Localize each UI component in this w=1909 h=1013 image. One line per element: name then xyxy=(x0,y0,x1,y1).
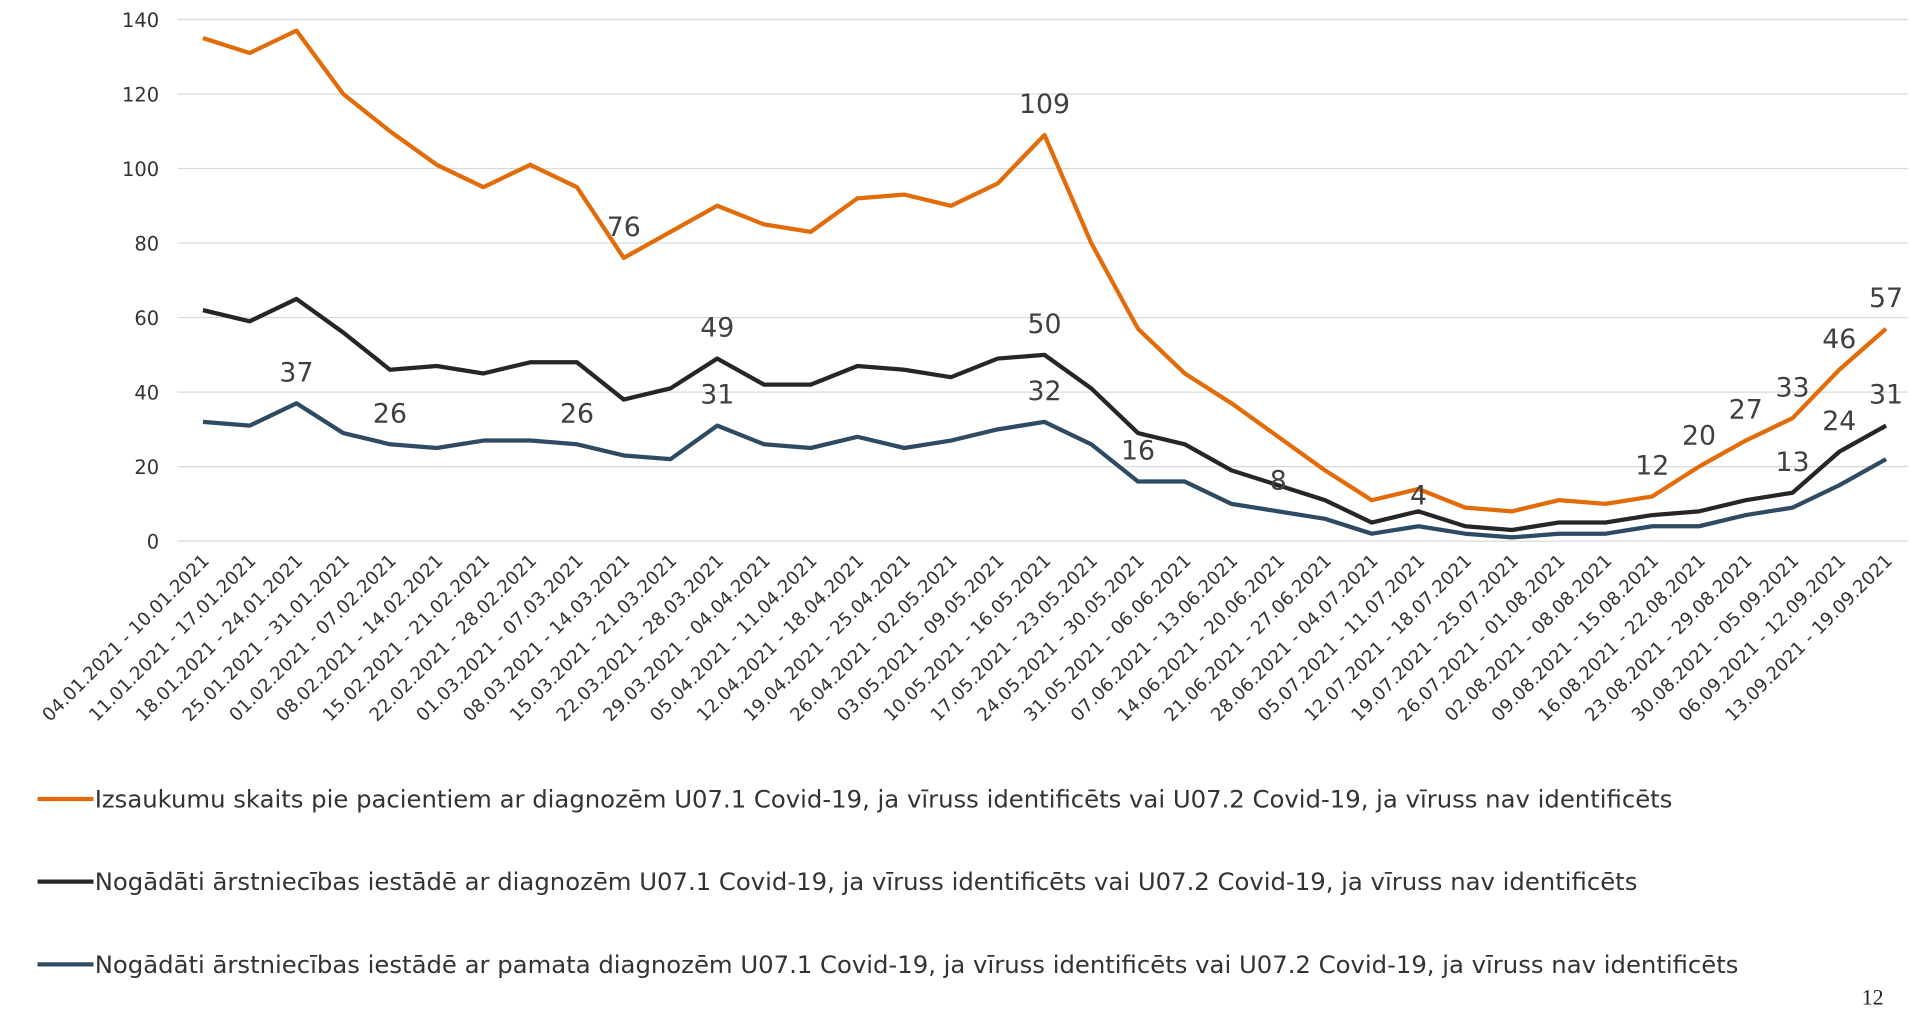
data-label: 49 xyxy=(700,313,734,344)
series-line xyxy=(202,296,1888,533)
data-label: 8 xyxy=(1270,465,1287,496)
y-tick-label: 100 xyxy=(122,158,159,181)
data-label: 31 xyxy=(1869,380,1903,411)
data-label: 27 xyxy=(1729,395,1763,426)
y-tick-label: 40 xyxy=(134,381,159,404)
data-label: 32 xyxy=(1027,376,1061,407)
legend-item: Nogādāti ārstniecības iestādē ar diagnoz… xyxy=(94,867,1638,897)
data-label: 57 xyxy=(1869,283,1903,314)
legend-label: Nogādāti ārstniecības iestādē ar diagnoz… xyxy=(94,867,1638,897)
data-label: 12 xyxy=(1635,451,1669,482)
data-label: 37 xyxy=(279,357,313,388)
data-label: 20 xyxy=(1682,421,1716,452)
data-label: 4 xyxy=(1410,480,1427,511)
series-line xyxy=(202,28,1888,514)
data-label: 26 xyxy=(373,398,407,429)
series-line xyxy=(202,401,1888,540)
data-label: 16 xyxy=(1121,436,1155,467)
y-tick-label: 20 xyxy=(134,456,159,479)
y-tick-label: 80 xyxy=(134,232,159,255)
legend-item: Izsaukumu skaits pie pacientiem ar diagn… xyxy=(94,784,1673,814)
data-label: 76 xyxy=(607,212,641,243)
legend-label: Izsaukumu skaits pie pacientiem ar diagn… xyxy=(94,784,1673,814)
data-label: 33 xyxy=(1775,372,1809,403)
data-label: 13 xyxy=(1775,447,1809,478)
data-label: 50 xyxy=(1027,309,1061,340)
y-tick-label: 0 xyxy=(147,530,159,553)
y-tick-label: 140 xyxy=(122,9,159,32)
y-tick-label: 120 xyxy=(122,83,159,106)
data-label: 24 xyxy=(1822,406,1856,437)
page-number: 12 xyxy=(1862,985,1884,1009)
legend-item: Nogādāti ārstniecības iestādē ar pamata … xyxy=(94,949,1739,979)
legend-label: Nogādāti ārstniecības iestādē ar pamata … xyxy=(94,949,1739,979)
data-label: 109 xyxy=(1019,89,1070,120)
data-label: 26 xyxy=(560,398,594,429)
y-tick-label: 60 xyxy=(134,307,159,330)
data-label: 31 xyxy=(700,380,734,411)
data-label: 46 xyxy=(1822,324,1856,355)
